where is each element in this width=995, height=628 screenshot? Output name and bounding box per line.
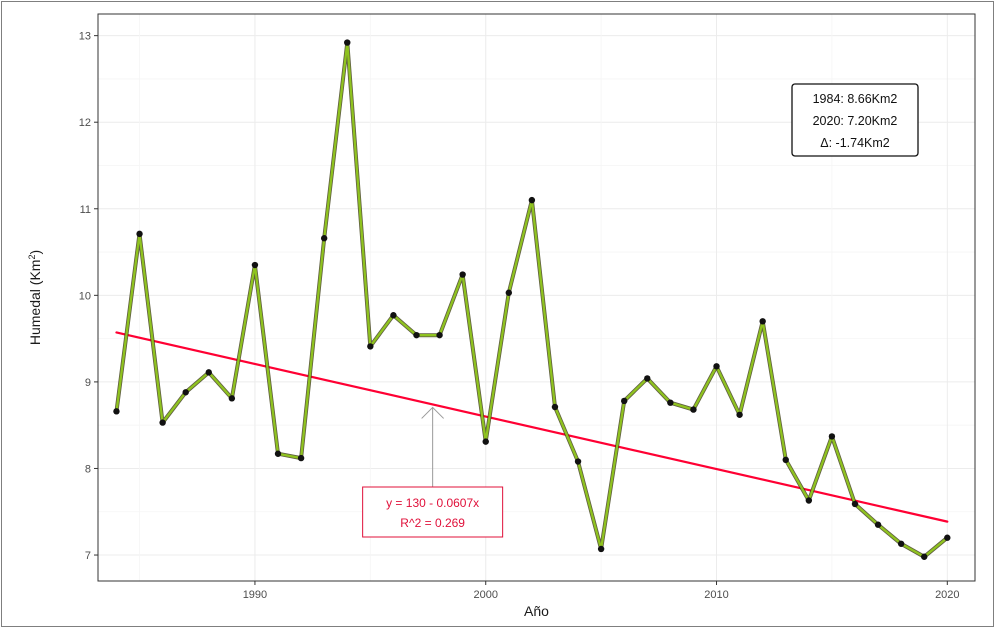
data-point [667, 399, 674, 406]
data-point [251, 261, 259, 269]
data-point [897, 540, 905, 547]
data-point [828, 433, 836, 440]
data-point [482, 438, 489, 445]
y-tick-label: 9 [85, 377, 91, 389]
data-point [644, 375, 651, 382]
data-point [574, 458, 582, 465]
y-tick-label: 7 [85, 550, 91, 562]
data-point [320, 235, 328, 242]
y-tick-label: 8 [85, 463, 91, 475]
data-point [413, 331, 420, 339]
data-point [874, 521, 882, 528]
data-point [805, 497, 813, 504]
data-point [182, 389, 189, 396]
data-point [297, 454, 305, 462]
x-tick-label: 2000 [473, 589, 497, 601]
x-tick-label: 1990 [243, 589, 267, 601]
data-point [621, 397, 628, 405]
arrow-head [421, 406, 444, 419]
trend-line [115, 331, 949, 523]
data-point [736, 411, 743, 418]
data-point [597, 545, 605, 553]
info-line-end: 2020: 7.20Km2 [813, 114, 898, 128]
data-point [436, 331, 443, 339]
data-point [390, 312, 397, 319]
equation-line: y = 130 - 0.0607x [386, 496, 479, 510]
y-tick-label: 13 [79, 31, 91, 43]
info-box-border [791, 83, 919, 157]
x-tick-label: 2010 [704, 589, 728, 601]
data-point [113, 408, 120, 415]
data-point [159, 419, 166, 426]
y-tick-label: 10 [79, 290, 91, 302]
info-line-start: 1984: 8.66Km2 [813, 92, 898, 106]
data-point [759, 318, 766, 325]
x-tick-label: 2020 [935, 589, 959, 601]
equation-label: y = 130 - 0.0607x R^2 = 0.269 [362, 486, 504, 538]
data-point [367, 343, 374, 350]
y-tick-label: 12 [79, 117, 91, 129]
data-point [505, 289, 513, 296]
data-point [344, 39, 351, 46]
data-point [921, 553, 928, 560]
data-point [136, 230, 143, 238]
data-point [713, 363, 720, 370]
data-point [851, 500, 859, 508]
data-point [551, 403, 559, 411]
r-squared-line: R^2 = 0.269 [400, 516, 465, 530]
data-point [459, 271, 466, 278]
y-axis-title: Humedal (Km2) [27, 250, 43, 345]
x-axis-title: Año [524, 603, 549, 619]
x-axis: 1990 2000 2010 2020 [243, 581, 960, 601]
data-point [782, 456, 789, 464]
y-axis-title-sup: 2 [27, 255, 37, 260]
info-box: 1984: 8.66Km2 2020: 7.20Km2 Δ: -1.74Km2 [791, 83, 919, 157]
y-axis-title-end: ) [27, 250, 43, 255]
data-markers [113, 39, 951, 560]
data-point [690, 406, 697, 413]
annotation-arrow [421, 406, 444, 487]
equation-box [362, 486, 504, 538]
info-line-delta: Δ: -1.74Km2 [820, 136, 890, 150]
data-point [228, 395, 236, 402]
data-point [274, 450, 282, 457]
plot-panel [97, 13, 976, 582]
y-tick-label: 11 [80, 204, 91, 216]
y-axis-title-main: Humedal (Km [27, 260, 43, 346]
data-point [528, 196, 536, 204]
data-point [205, 369, 212, 376]
y-axis: 7 8 9 10 11 12 13 [79, 31, 98, 562]
data-point [944, 534, 951, 541]
trend-line-group [115, 331, 949, 523]
